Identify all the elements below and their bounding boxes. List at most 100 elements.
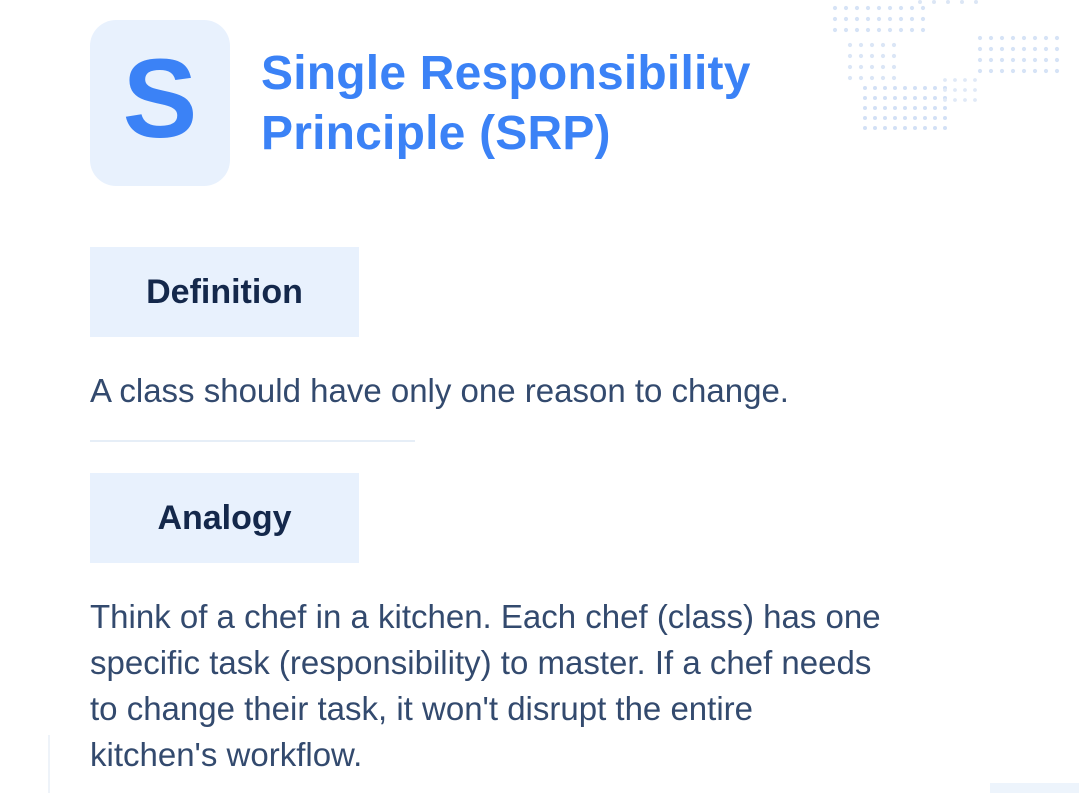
decorative-dot: [887, 16, 893, 22]
decorative-dot: [1043, 35, 1049, 41]
decorative-dot: [963, 78, 967, 82]
decorative-dot: [1021, 35, 1027, 41]
decorative-dot: [923, 86, 927, 90]
decorative-dot: [858, 64, 864, 70]
decorative-dot: [1021, 46, 1027, 52]
decorative-dot: [883, 86, 887, 90]
decorative-dot: [1032, 46, 1038, 52]
decorative-dot: [923, 106, 927, 110]
decorative-dot: [869, 75, 875, 81]
decorative-dot: [873, 86, 877, 90]
decorative-dot: [883, 116, 887, 120]
decorative-dot: [909, 16, 915, 22]
decorative-dot: [880, 53, 886, 59]
decorative-dot: [847, 75, 853, 81]
decorative-dot: [988, 35, 994, 41]
analogy-text-line3: to change their task, it won't disrupt t…: [90, 690, 753, 727]
decorative-dot: [1010, 35, 1016, 41]
principle-title-line1: Single Responsibility: [261, 47, 751, 100]
decorative-dot: [858, 53, 864, 59]
decorative-dot: [893, 106, 897, 110]
decorative-dot: [988, 57, 994, 63]
decorative-dot: [865, 5, 871, 11]
decorative-dot: [977, 46, 983, 52]
decorative-dot: [903, 106, 907, 110]
decorative-dot: [1043, 46, 1049, 52]
decorative-dot: [920, 5, 926, 11]
decorative-dot: [953, 88, 957, 92]
decorative-dot: [873, 116, 877, 120]
decorative-dot: [932, 0, 936, 4]
decorative-dot: [883, 126, 887, 130]
decorative-dot: [847, 42, 853, 48]
decorative-dot: [863, 96, 867, 100]
principle-title: Single Responsibility Principle (SRP): [261, 44, 751, 164]
analogy-text: Think of a chef in a kitchen. Each chef …: [90, 594, 990, 778]
decorative-dot: [843, 16, 849, 22]
decorative-dot: [1054, 57, 1060, 63]
decorative-dot: [943, 116, 947, 120]
decorative-dot: [898, 27, 904, 33]
decorative-dot: [943, 98, 947, 102]
decorative-dot: [1010, 57, 1016, 63]
decorative-dot: [832, 27, 838, 33]
decorative-dot: [869, 53, 875, 59]
decorative-dot: [977, 68, 983, 74]
decorative-dot: [923, 96, 927, 100]
principle-letter: S: [122, 36, 198, 161]
decorative-dot: [999, 68, 1005, 74]
decorative-dot: [883, 96, 887, 100]
decorative-dot: [999, 35, 1005, 41]
decorative-dot: [854, 5, 860, 11]
decorative-dot: [999, 46, 1005, 52]
decorative-dot: [943, 106, 947, 110]
left-edge-rule: [48, 735, 50, 793]
decorative-dot: [1010, 46, 1016, 52]
decorative-dot: [973, 98, 977, 102]
decorative-dot: [933, 116, 937, 120]
decorative-dot: [943, 88, 947, 92]
decorative-dot: [977, 57, 983, 63]
corner-decoration: [990, 783, 1079, 793]
decorative-dot: [1032, 68, 1038, 74]
decorative-dot: [873, 96, 877, 100]
decorative-dot: [923, 126, 927, 130]
decorative-dot: [876, 27, 882, 33]
decorative-dot: [1054, 68, 1060, 74]
decorative-dot: [883, 106, 887, 110]
decorative-dot: [1021, 57, 1027, 63]
decorative-dot: [988, 68, 994, 74]
decorative-dot: [865, 27, 871, 33]
decorative-dot: [854, 27, 860, 33]
decorative-dot: [1021, 68, 1027, 74]
decorative-dot: [876, 16, 882, 22]
decorative-dot: [903, 126, 907, 130]
decorative-dot: [920, 27, 926, 33]
section-divider: [90, 440, 415, 442]
decorative-dot: [887, 5, 893, 11]
decorative-dot: [891, 64, 897, 70]
decorative-dot: [1043, 68, 1049, 74]
decorative-dot: [863, 86, 867, 90]
decorative-dot: [999, 57, 1005, 63]
decorative-dot: [869, 42, 875, 48]
decorative-dot: [832, 16, 838, 22]
decorative-dot: [891, 75, 897, 81]
decorative-dot: [854, 16, 860, 22]
decorative-dot: [843, 5, 849, 11]
principle-title-line2: Principle (SRP): [261, 107, 611, 160]
decorative-dot: [913, 106, 917, 110]
decorative-dot: [880, 75, 886, 81]
decorative-dot: [903, 96, 907, 100]
decorative-dot: [863, 116, 867, 120]
decorative-dot: [913, 126, 917, 130]
decorative-dot: [903, 86, 907, 90]
decorative-dot: [920, 16, 926, 22]
decorative-dot: [1054, 35, 1060, 41]
decorative-dot: [913, 116, 917, 120]
analogy-text-line1: Think of a chef in a kitchen. Each chef …: [90, 598, 881, 635]
decorative-dot: [898, 5, 904, 11]
decorative-dot: [891, 42, 897, 48]
decorative-dot: [933, 106, 937, 110]
decorative-dot: [943, 126, 947, 130]
